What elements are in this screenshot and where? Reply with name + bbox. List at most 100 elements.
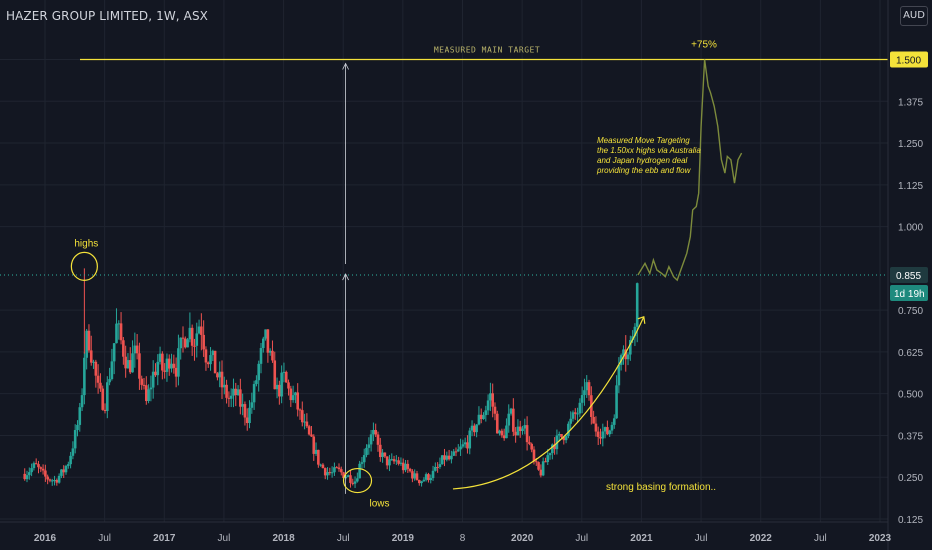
y-tick-label: 0.625 xyxy=(898,348,923,359)
candle-body xyxy=(255,380,258,385)
candle-body xyxy=(48,479,52,481)
candle-body xyxy=(275,384,279,390)
candle-body xyxy=(222,384,226,388)
countdown-tag xyxy=(890,285,928,302)
candle-body xyxy=(564,436,568,441)
candle-body xyxy=(99,382,102,389)
candle-body xyxy=(385,456,389,466)
candle-body xyxy=(475,424,478,433)
lows-label: lows xyxy=(370,499,390,510)
candle-body xyxy=(498,430,501,434)
candle-body xyxy=(502,435,506,439)
candle-body xyxy=(635,283,639,327)
candle-body xyxy=(106,382,109,411)
candle-body xyxy=(358,463,361,479)
candle-body xyxy=(195,333,199,346)
candle-body xyxy=(362,455,366,463)
candle-body xyxy=(365,447,368,456)
candle-body xyxy=(112,343,116,362)
current-price-tag-text: 0.855 xyxy=(896,271,921,282)
candle-body xyxy=(569,418,572,424)
candle-body xyxy=(110,361,114,380)
candle-body xyxy=(181,337,185,339)
candle-body xyxy=(115,323,118,344)
candle-body xyxy=(142,384,146,386)
candle-body xyxy=(509,408,513,414)
candle-body xyxy=(587,382,591,396)
candle-body xyxy=(71,448,75,456)
candle-body xyxy=(239,389,242,407)
candle-body xyxy=(546,455,550,463)
candle-body xyxy=(236,389,240,396)
candle-body xyxy=(243,404,247,418)
candle-body xyxy=(294,392,297,396)
y-tick-label: 1.125 xyxy=(898,181,923,192)
candle-body xyxy=(461,444,465,447)
candle-body xyxy=(69,455,72,465)
candle-body xyxy=(489,393,492,401)
candle-body xyxy=(518,426,522,432)
candle-body xyxy=(532,449,536,462)
candle-body xyxy=(186,339,189,348)
candle-body xyxy=(62,469,66,473)
y-tick-label: 1.000 xyxy=(898,223,923,234)
candle-body xyxy=(560,434,563,437)
candle-body xyxy=(161,353,164,371)
candle-body xyxy=(612,418,616,425)
candle-body xyxy=(85,330,88,358)
candle-body xyxy=(479,414,483,420)
candle-body xyxy=(138,353,141,379)
basing-curve xyxy=(452,316,645,490)
y-tick-label: 0.250 xyxy=(898,473,923,484)
candle-body xyxy=(117,323,121,325)
candle-body xyxy=(140,378,144,385)
candle-body xyxy=(583,390,586,396)
candle-body xyxy=(305,421,309,427)
candle-body xyxy=(378,444,382,458)
candle-body xyxy=(599,436,602,439)
y-tick-label: 0.750 xyxy=(898,306,923,317)
y-tick-label: 1.250 xyxy=(898,139,923,150)
highs-label: highs xyxy=(74,238,98,249)
candle-body xyxy=(351,482,355,484)
candle-body xyxy=(447,455,451,460)
x-tick-label: 2017 xyxy=(153,533,176,544)
projection-line xyxy=(637,59,743,282)
x-tick-label: Jul xyxy=(814,533,827,544)
candle-body xyxy=(172,363,176,368)
candle-body xyxy=(234,388,238,396)
candle-body xyxy=(374,429,377,435)
note-line: and Japan hydrogen deal xyxy=(597,156,688,165)
candle-body xyxy=(633,326,637,337)
x-tick-label: Jul xyxy=(695,533,708,544)
candle-body xyxy=(369,434,373,445)
candle-body xyxy=(76,424,79,431)
candle-body xyxy=(594,423,598,432)
pct-label: +75% xyxy=(691,40,717,51)
candle-body xyxy=(530,443,533,450)
candle-body xyxy=(326,472,329,476)
candle-body xyxy=(383,452,387,457)
candle-body xyxy=(67,464,70,466)
candle-body xyxy=(30,468,33,473)
candle-body xyxy=(626,354,630,360)
candle-body xyxy=(259,348,263,364)
currency-button[interactable]: AUD xyxy=(900,6,928,26)
candle-body xyxy=(126,360,130,369)
candle-body xyxy=(135,345,139,354)
candle-body xyxy=(261,338,265,349)
candle-body xyxy=(303,421,306,423)
candle-body xyxy=(617,364,621,386)
candle-body xyxy=(330,472,334,474)
candle-body xyxy=(241,404,244,407)
candle-body xyxy=(555,435,559,450)
candle-body xyxy=(206,362,210,365)
candle-body xyxy=(193,345,196,347)
candle-body xyxy=(408,468,412,472)
candle-body xyxy=(220,371,224,388)
candle-body xyxy=(167,358,171,369)
candle-body xyxy=(551,444,554,454)
current-price-tag xyxy=(890,267,928,284)
x-tick-label: 2022 xyxy=(750,533,773,544)
